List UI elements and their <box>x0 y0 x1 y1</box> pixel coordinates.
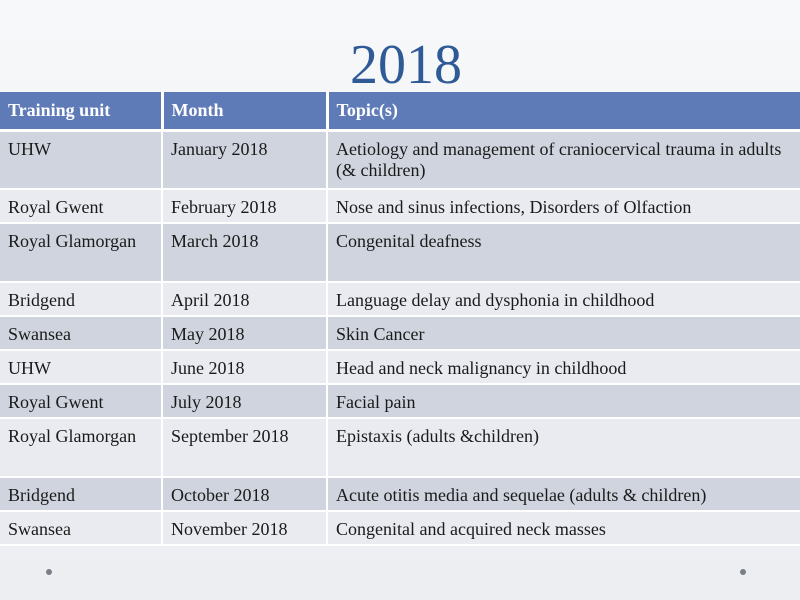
decorative-dot-right <box>740 569 746 575</box>
cell-training-unit: Royal Gwent <box>0 189 163 224</box>
table-row: Bridgend October 2018 Acute otitis media… <box>0 477 800 512</box>
table-row: UHW January 2018 Aetiology and managemen… <box>0 130 800 190</box>
cell-training-unit: UHW <box>0 350 163 385</box>
cell-topic: Skin Cancer <box>327 316 800 351</box>
cell-topic: Acute otitis media and sequelae (adults … <box>327 477 800 512</box>
table-row: Royal Glamorgan September 2018 Epistaxis… <box>0 418 800 478</box>
cell-training-unit: Royal Gwent <box>0 384 163 419</box>
header-training-unit: Training unit <box>0 92 164 132</box>
slide-title: 2018 <box>350 34 462 96</box>
cell-topic: Head and neck malignancy in childhood <box>327 350 800 385</box>
cell-month: November 2018 <box>162 511 328 546</box>
cell-month: May 2018 <box>162 316 328 351</box>
cell-topic: Nose and sinus infections, Disorders of … <box>327 189 800 224</box>
cell-topic: Epistaxis (adults &children) <box>327 418 800 478</box>
table-row: Swansea November 2018 Congenital and acq… <box>0 511 800 546</box>
cell-month: April 2018 <box>162 282 328 317</box>
table-row: Bridgend April 2018 Language delay and d… <box>0 282 800 317</box>
cell-month: January 2018 <box>162 130 328 190</box>
cell-month: June 2018 <box>162 350 328 385</box>
decorative-dot-left <box>46 569 52 575</box>
cell-topic: Facial pain <box>327 384 800 419</box>
cell-training-unit: Swansea <box>0 316 163 351</box>
table-row: Royal Gwent February 2018 Nose and sinus… <box>0 189 800 224</box>
table-row: UHW June 2018 Head and neck malignancy i… <box>0 350 800 385</box>
cell-topic: Aetiology and management of craniocervic… <box>327 130 800 190</box>
header-month: Month <box>162 92 329 132</box>
table-row: Swansea May 2018 Skin Cancer <box>0 316 800 351</box>
cell-training-unit: UHW <box>0 130 163 190</box>
cell-training-unit: Swansea <box>0 511 163 546</box>
table-header-row: Training unit Month Topic(s) <box>0 92 800 132</box>
header-topics: Topic(s) <box>327 92 800 132</box>
cell-month: March 2018 <box>162 223 328 283</box>
cell-month: July 2018 <box>162 384 328 419</box>
cell-topic: Congenital deafness <box>327 223 800 283</box>
table-row: Royal Gwent July 2018 Facial pain <box>0 384 800 419</box>
training-schedule-table: Training unit Month Topic(s) UHW January… <box>0 92 800 546</box>
cell-training-unit: Bridgend <box>0 477 163 512</box>
table-row: Royal Glamorgan March 2018 Congenital de… <box>0 223 800 283</box>
cell-training-unit: Bridgend <box>0 282 163 317</box>
cell-month: October 2018 <box>162 477 328 512</box>
cell-topic: Language delay and dysphonia in childhoo… <box>327 282 800 317</box>
cell-topic: Congenital and acquired neck masses <box>327 511 800 546</box>
cell-month: February 2018 <box>162 189 328 224</box>
cell-month: September 2018 <box>162 418 328 478</box>
cell-training-unit: Royal Glamorgan <box>0 223 163 283</box>
cell-training-unit: Royal Glamorgan <box>0 418 163 478</box>
